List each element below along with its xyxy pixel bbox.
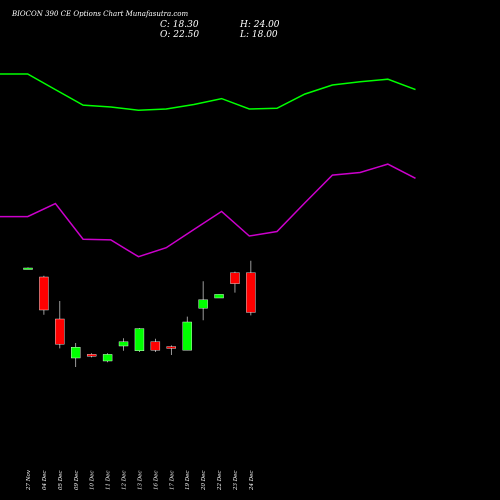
x-tick-label: 23 Dec — [233, 471, 239, 492]
x-tick-label: 27 Nov — [26, 469, 32, 491]
candle — [55, 301, 65, 349]
x-tick-label: 19 Dec — [185, 471, 191, 491]
candle-body — [134, 328, 145, 352]
candle-body — [166, 346, 176, 349]
candle-body — [55, 318, 65, 345]
x-tick-label: 04 Dec — [42, 471, 48, 491]
candle — [102, 353, 113, 363]
x-tick-label: 20 Dec — [201, 471, 207, 492]
candle-body — [23, 267, 33, 270]
x-tick-label: 05 Dec — [58, 471, 64, 491]
x-tick-label: 24 Dec — [249, 471, 255, 492]
close-value: C: 18.30 — [160, 20, 199, 30]
candle — [71, 343, 81, 367]
candle-body — [86, 354, 97, 357]
candle — [150, 338, 161, 352]
x-tick-label: 12 Dec — [122, 471, 128, 491]
candle-body — [182, 321, 192, 351]
x-tick-label: 13 Dec — [137, 471, 143, 491]
candle-body — [71, 347, 81, 359]
candle — [230, 271, 240, 293]
candle — [166, 345, 176, 355]
low-value: L: 18.00 — [239, 30, 278, 40]
candle — [182, 316, 192, 351]
candle — [86, 353, 97, 358]
candle — [23, 267, 33, 270]
candle-body — [230, 272, 240, 284]
open-value: O: 22.50 — [160, 30, 199, 40]
candle-body — [39, 276, 49, 311]
candle-body — [150, 341, 161, 351]
candle-body — [214, 294, 224, 299]
x-tick-label: 22 Dec — [217, 471, 223, 492]
x-tick-label: 11 Dec — [106, 471, 112, 491]
candle-body — [246, 272, 256, 313]
x-tick-label: 10 Dec — [90, 471, 96, 491]
candle-body — [102, 354, 113, 362]
candle — [134, 328, 145, 352]
candle-body — [198, 299, 208, 309]
lower-indicator-line — [0, 163, 416, 258]
candle — [39, 275, 49, 315]
x-tick-label: 16 Dec — [153, 471, 159, 491]
candle — [214, 294, 224, 299]
x-axis-ticks: 27 Nov 04 Dec 05 Dec 09 Dec 10 Dec 11 Dec 12 D… — [26, 469, 255, 491]
candle — [198, 281, 208, 321]
candles-group — [23, 260, 256, 367]
candle-body — [118, 341, 129, 347]
candle — [118, 338, 129, 351]
x-tick-label: 09 Dec — [74, 471, 80, 491]
candle — [246, 260, 256, 316]
chart-title: BIOCON 390 CE Options Chart Munafasutra.… — [11, 10, 189, 18]
upper-indicator-line — [0, 73, 416, 112]
x-tick-label: 17 Dec — [169, 471, 175, 491]
high-value: H: 24.00 — [239, 20, 280, 30]
